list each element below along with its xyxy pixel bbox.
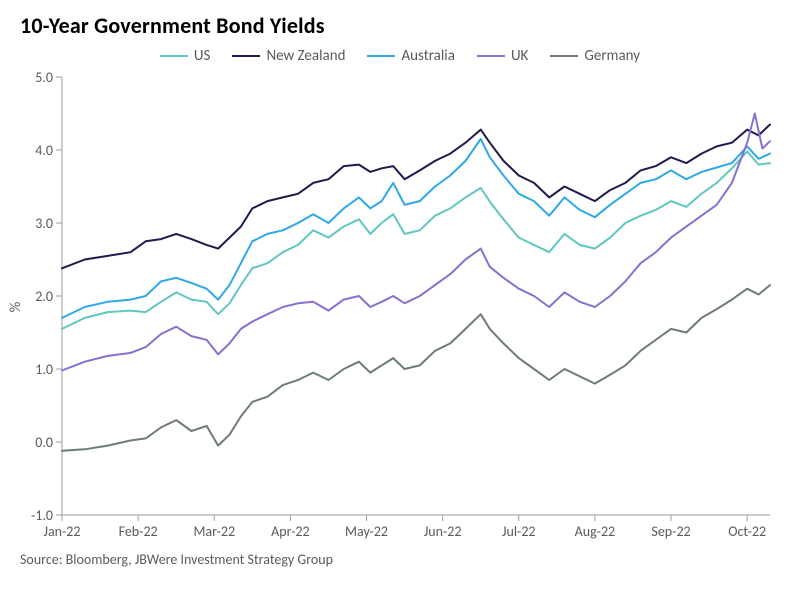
legend-item: Germany [550, 47, 640, 65]
legend-swatch [550, 55, 578, 57]
source-text: Source: Bloomberg, JBWere Investment Str… [20, 551, 782, 568]
svg-text:Jun-22: Jun-22 [424, 523, 462, 540]
legend-label: UK [511, 47, 528, 65]
legend-item: US [160, 47, 211, 65]
series-line [62, 139, 770, 318]
legend-label: Germany [584, 47, 640, 65]
legend-label: New Zealand [266, 47, 345, 65]
svg-text:-1.0: -1.0 [31, 507, 53, 524]
svg-text:0.0: 0.0 [35, 434, 53, 451]
svg-text:2.0: 2.0 [35, 288, 53, 305]
svg-text:Feb-22: Feb-22 [119, 523, 158, 540]
plot-area: % -1.00.01.02.03.04.05.0Jan-22Feb-22Mar-… [18, 69, 782, 545]
series-line [62, 285, 770, 451]
svg-text:5.0: 5.0 [35, 69, 53, 86]
series-line [62, 114, 770, 371]
legend-swatch [232, 55, 260, 57]
svg-text:Mar-22: Mar-22 [193, 523, 235, 540]
svg-text:3.0: 3.0 [35, 215, 53, 232]
svg-text:4.0: 4.0 [35, 142, 53, 159]
chart-title: 10-Year Government Bond Yields [20, 12, 782, 39]
svg-text:Aug-22: Aug-22 [575, 523, 616, 540]
series-line [62, 152, 770, 329]
svg-text:Jul-22: Jul-22 [502, 523, 536, 540]
chart-svg: -1.0 0.0 1.0 2.0 3.0 4.0 5.0 Jan-22 Feb-22 Mar-22… [18, 69, 782, 545]
legend-item: UK [477, 47, 528, 65]
svg-text:May-22: May-22 [345, 523, 388, 540]
svg-text:Sep-22: Sep-22 [651, 523, 690, 540]
legend-swatch [477, 55, 505, 57]
svg-text:Oct-22: Oct-22 [728, 523, 766, 540]
legend-label: Australia [401, 47, 454, 65]
svg-text:Jan-22: Jan-22 [43, 523, 80, 540]
chart-legend: US New Zealand Australia UK Germany [18, 43, 782, 69]
legend-label: US [194, 47, 211, 65]
svg-text:Apr-22: Apr-22 [271, 523, 309, 540]
legend-item: Australia [367, 47, 454, 65]
legend-swatch [160, 55, 188, 57]
legend-item: New Zealand [232, 47, 345, 65]
legend-swatch [367, 55, 395, 57]
svg-text:1.0: 1.0 [35, 361, 53, 378]
series-line [62, 125, 770, 269]
